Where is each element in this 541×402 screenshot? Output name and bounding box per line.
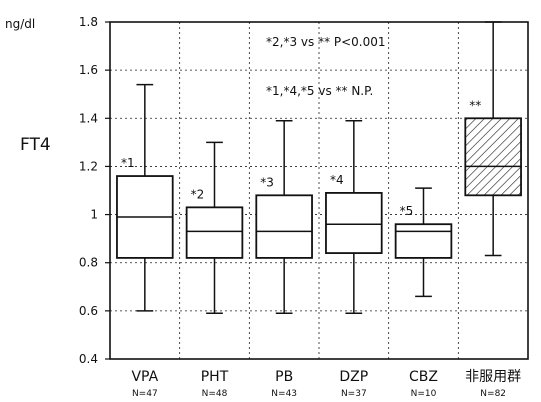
- sample-size-label: N=43: [271, 389, 297, 399]
- sample-size-label: N=47: [132, 389, 158, 399]
- y-axis-ticks: 1.8 1.6 1.4 1.2 1 0.8 0.6 0.4: [79, 15, 110, 366]
- annotation-1: *2,*3 vs ** P<0.001: [266, 35, 386, 49]
- group-marker: *5: [400, 204, 414, 218]
- y-tick-label: 1.6: [79, 63, 98, 77]
- plot-frame: [109, 21, 529, 360]
- iqr-box: [185, 206, 244, 259]
- group-marker: *1: [121, 156, 135, 170]
- group-markers: *1 *2 *3 *4 *5 **: [121, 98, 481, 218]
- y-tick-label: 1: [90, 208, 98, 222]
- category-label: PB: [275, 369, 293, 385]
- category-label: 非服用群: [465, 369, 521, 385]
- y-tick-label: 1.8: [79, 15, 98, 29]
- annotation-2: *1,*4,*5 vs ** N.P.: [266, 84, 373, 98]
- group-marker: **: [469, 98, 481, 112]
- group-marker: *4: [330, 173, 344, 187]
- y-tick-label: 1.2: [79, 159, 98, 173]
- category-label: CBZ: [409, 369, 438, 385]
- grid: [110, 22, 528, 359]
- y-tick-label: 0.4: [79, 352, 98, 366]
- iqr-box: [255, 194, 313, 259]
- iqr-box: [464, 117, 522, 197]
- iqr-box: [394, 223, 453, 259]
- group-marker: *2: [191, 187, 205, 201]
- sample-size-label: N=37: [341, 389, 367, 399]
- y-tick-label: 1.4: [79, 111, 98, 125]
- sample-size-label: N=48: [202, 389, 228, 399]
- y-axis-label: FT4: [20, 135, 51, 155]
- y-tick-label: 0.6: [79, 304, 98, 318]
- sample-size-label: N=10: [411, 389, 437, 399]
- y-tick-label: 0.8: [79, 256, 98, 270]
- category-label: DZP: [339, 369, 368, 385]
- group-marker: *3: [260, 175, 274, 189]
- category-label: VPA: [131, 369, 158, 385]
- x-axis-categories: VPA N=47 PHT N=48 PB N=43 DZP N=37 CBZ N=10 非服用群 N=…: [131, 369, 521, 399]
- category-label: PHT: [201, 369, 229, 385]
- sample-size-label: N=82: [480, 389, 506, 399]
- boxes: [116, 21, 522, 315]
- iqr-box: [325, 192, 383, 254]
- y-unit-label: ng/dl: [5, 17, 35, 31]
